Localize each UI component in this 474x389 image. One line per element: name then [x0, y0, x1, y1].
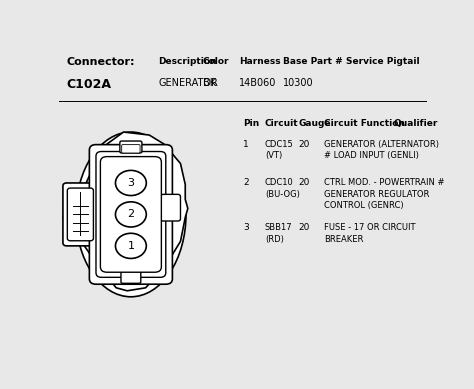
Text: CDC15
(VT): CDC15 (VT) — [265, 140, 294, 159]
Text: 20: 20 — [298, 140, 310, 149]
FancyBboxPatch shape — [161, 194, 181, 221]
Text: GENERATOR: GENERATOR — [158, 78, 219, 88]
Text: 1: 1 — [243, 140, 249, 149]
Text: 2: 2 — [128, 209, 135, 219]
FancyBboxPatch shape — [121, 272, 141, 283]
FancyBboxPatch shape — [67, 188, 93, 241]
Text: 3: 3 — [243, 223, 249, 232]
Text: CTRL MOD. - POWERTRAIN #
GENERATOR REGULATOR
CONTROL (GENRC): CTRL MOD. - POWERTRAIN # GENERATOR REGUL… — [324, 179, 444, 210]
Text: 14B060: 14B060 — [239, 78, 277, 88]
Text: Circuit: Circuit — [265, 119, 299, 128]
Circle shape — [116, 202, 146, 227]
Text: Harness: Harness — [239, 57, 281, 66]
Text: 3: 3 — [128, 178, 135, 188]
Text: Circuit Function: Circuit Function — [324, 119, 405, 128]
Text: Connector:: Connector: — [66, 57, 135, 67]
FancyBboxPatch shape — [90, 145, 173, 284]
Text: Pin: Pin — [243, 119, 259, 128]
Polygon shape — [63, 132, 188, 291]
Text: C102A: C102A — [66, 78, 111, 91]
Text: Qualifier: Qualifier — [393, 119, 438, 128]
Text: GENERATOR (ALTERNATOR)
# LOAD INPUT (GENLI): GENERATOR (ALTERNATOR) # LOAD INPUT (GEN… — [324, 140, 439, 159]
FancyBboxPatch shape — [122, 145, 140, 153]
Circle shape — [116, 233, 146, 258]
Text: 1: 1 — [128, 241, 135, 251]
Text: 10300: 10300 — [283, 78, 314, 88]
Text: Description: Description — [158, 57, 217, 66]
FancyBboxPatch shape — [63, 183, 101, 246]
FancyBboxPatch shape — [100, 157, 161, 272]
Text: BK: BK — [202, 78, 216, 88]
Text: 20: 20 — [298, 179, 310, 187]
Text: SBB17
(RD): SBB17 (RD) — [265, 223, 292, 244]
Text: Service Pigtail: Service Pigtail — [346, 57, 419, 66]
Polygon shape — [105, 140, 156, 163]
FancyBboxPatch shape — [120, 141, 142, 153]
FancyBboxPatch shape — [96, 152, 166, 277]
Ellipse shape — [76, 132, 186, 297]
Circle shape — [116, 170, 146, 196]
Text: Color: Color — [202, 57, 229, 66]
Text: CDC10
(BU-OG): CDC10 (BU-OG) — [265, 179, 300, 198]
Text: Base Part #: Base Part # — [283, 57, 343, 66]
Text: 2: 2 — [243, 179, 248, 187]
Text: FUSE - 17 OR CIRCUIT
BREAKER: FUSE - 17 OR CIRCUIT BREAKER — [324, 223, 415, 244]
Text: Gauge: Gauge — [298, 119, 330, 128]
Text: 20: 20 — [298, 223, 310, 232]
